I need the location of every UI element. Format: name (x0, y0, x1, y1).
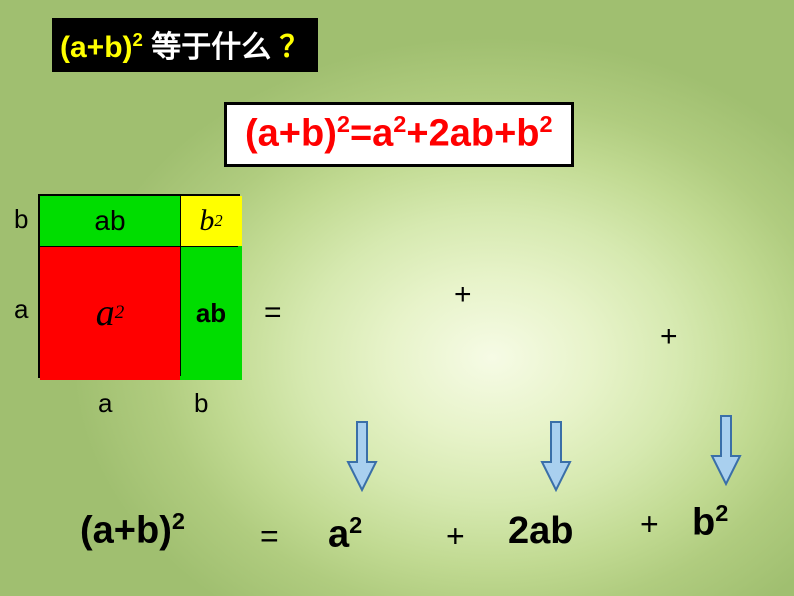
bottom-plus-2: + (640, 506, 659, 543)
arrow-down-icon (710, 414, 742, 486)
mid-plus-1: + (454, 278, 472, 312)
arrow-path-1 (348, 422, 376, 490)
f-e2: 2 (393, 111, 406, 137)
cell-ab-right: ab (180, 246, 242, 380)
bottom-b2: b2 (692, 500, 728, 545)
bottom-2ab: 2ab (508, 510, 573, 553)
title-lhs-base: (a+b) (60, 31, 133, 64)
title-tail: 等于什么 ？ (151, 31, 309, 64)
left-label-a: a (14, 294, 28, 325)
title-qmark: ？ (280, 31, 310, 64)
mid-equals: = (264, 296, 282, 330)
bottom-b2-exp: 2 (715, 500, 728, 526)
cell-a-squared: a2 (40, 246, 180, 380)
diagram-h-divider (40, 246, 238, 247)
bottom-b2-base: b (692, 502, 715, 544)
f-p3: +2ab+b (406, 113, 539, 155)
cell-ab-top: ab (40, 196, 180, 246)
arrow-down-icon (346, 420, 378, 492)
bottom-a2-exp: 2 (349, 512, 362, 538)
left-label-b: b (14, 204, 28, 235)
bottom-lhs-base: (a+b) (80, 510, 172, 552)
mid-plus-2: + (660, 320, 678, 354)
arrow-path-3 (712, 416, 740, 484)
title-tail-cn: 等于什么 (151, 31, 271, 64)
cell-a2-base: a (96, 291, 115, 335)
expansion-formula: (a+b)2=a2+2ab+b2 (224, 102, 574, 167)
f-p2: =a (350, 113, 393, 155)
bottom-plus-1: + (446, 518, 465, 555)
title-lhs-exp: 2 (133, 29, 143, 50)
f-e1: 2 (337, 111, 350, 137)
f-e3: 2 (539, 111, 552, 137)
arrow-down-icon (540, 420, 572, 492)
cell-b-squared: b2 (180, 196, 242, 246)
cell-b2-exp: 2 (214, 211, 222, 231)
bottom-label-a: a (98, 388, 112, 419)
bottom-lhs: (a+b)2 (80, 508, 185, 553)
bottom-a2: a2 (328, 512, 362, 557)
cell-b2-base: b (199, 204, 214, 238)
title-lhs: (a+b)2 (60, 31, 151, 64)
area-diagram: ab b2 a2 ab (38, 194, 240, 378)
bottom-lhs-exp: 2 (172, 508, 185, 534)
bottom-a2-base: a (328, 514, 349, 556)
cell-a2-exp: 2 (115, 302, 125, 324)
title-bar: (a+b)2 等于什么 ？ (52, 18, 318, 72)
diagram-v-divider (180, 196, 181, 376)
bottom-label-b: b (194, 388, 208, 419)
f-p1: (a+b) (245, 113, 337, 155)
bottom-equals: = (260, 518, 279, 555)
arrow-path-2 (542, 422, 570, 490)
